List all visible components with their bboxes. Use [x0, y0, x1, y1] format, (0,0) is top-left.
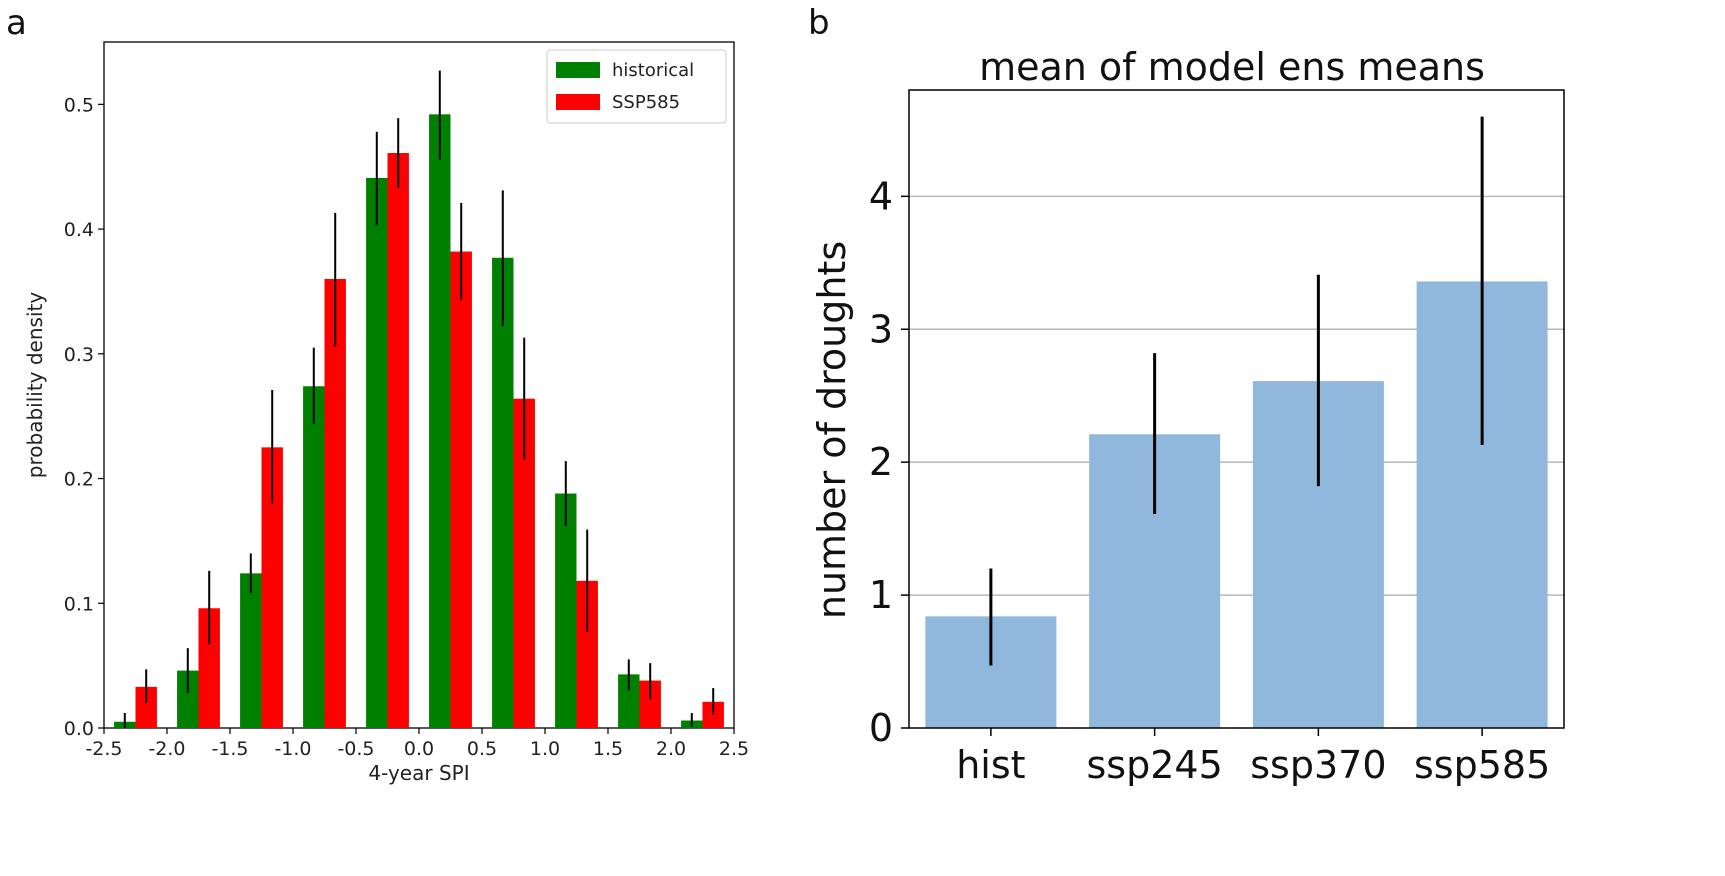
- axis-ticks-a: -2.5 -2.0 -1.5 -1.0 -0.5 0.0 0.5 1.0 1.5 2.0 2.5 0.…: [64, 94, 749, 760]
- bar-ssp585: [324, 278, 346, 728]
- chart-panel-a: -2.5 -2.0 -1.5 -1.0 -0.5 0.0 0.5 1.0 1.5 2.0 2.5 0.…: [23, 41, 749, 785]
- bar-ssp585: [387, 153, 409, 729]
- legend-label-ssp585: SSP585: [612, 92, 680, 113]
- x-tick-label-a: -0.5: [337, 738, 374, 760]
- x-axis-label-a: 4-year SPI: [368, 761, 469, 785]
- y-tick-label-a: 0.4: [64, 219, 94, 241]
- bar-historical: [618, 674, 640, 728]
- legend-a: historical SSP585: [546, 49, 727, 124]
- x-tick-label-b: ssp245: [1087, 743, 1223, 787]
- panel-label-b: b: [808, 3, 830, 43]
- y-axis-label-a: probability density: [23, 292, 47, 479]
- bar-historical: [555, 493, 577, 728]
- bars-b: [925, 281, 1548, 728]
- bar-historical: [240, 573, 262, 728]
- plot-area-b: [908, 89, 1565, 729]
- x-tick-label-a: -1.0: [274, 738, 311, 760]
- bar-historical: [177, 670, 199, 728]
- x-tick-label-b: ssp370: [1250, 743, 1386, 787]
- y-axis-label-b: number of droughts: [810, 241, 854, 619]
- error-bars-a: [123, 70, 715, 728]
- x-tick-label-a: -1.5: [211, 738, 248, 760]
- bar-ssp585: [639, 680, 661, 728]
- y-tick-label-b: 0: [869, 706, 893, 750]
- panel-label-a: a: [6, 3, 27, 43]
- y-tick-label-b: 3: [869, 307, 893, 351]
- x-tick-label-a: 2.0: [656, 738, 686, 760]
- y-tick-label-a: 0.5: [64, 94, 94, 116]
- chart-panel-b: mean of model ens means 0 1 2 3 4 hist ssp245 s…: [810, 45, 1565, 787]
- y-tick-label-a: 0.1: [64, 593, 94, 615]
- bar-ssp585: [513, 398, 535, 728]
- bar-ssp585: [450, 251, 472, 729]
- y-tick-label-a: 0.3: [64, 344, 94, 366]
- legend-label-historical: historical: [612, 60, 694, 81]
- x-tick-label-a: -2.0: [148, 738, 185, 760]
- x-tick-label-a: 1.0: [530, 738, 560, 760]
- x-tick-label-b: hist: [956, 743, 1025, 787]
- chart-title-b: mean of model ens means: [979, 45, 1485, 89]
- bar-historical: [366, 177, 388, 728]
- y-tick-label-a: 0.0: [64, 718, 94, 740]
- bar-historical: [492, 257, 514, 728]
- bar-historical: [429, 114, 451, 729]
- x-tick-label-a: 0.5: [467, 738, 497, 760]
- bars-a: [114, 114, 724, 729]
- bar-ssp585: [576, 580, 598, 728]
- y-tick-label-a: 0.2: [64, 469, 94, 491]
- x-tick-label-b: ssp585: [1414, 743, 1550, 787]
- bar-historical: [303, 386, 325, 728]
- y-tick-label-b: 2: [869, 440, 893, 484]
- bar-ssp585: [198, 608, 220, 728]
- error-bars-b: [989, 116, 1484, 666]
- y-tick-label-b: 4: [869, 174, 893, 218]
- x-tick-label-a: -2.5: [85, 738, 122, 760]
- x-tick-label-a: 1.5: [593, 738, 623, 760]
- x-tick-label-a: 2.5: [719, 738, 749, 760]
- axis-ticks-b: 0 1 2 3 4 hist ssp245 ssp370 ssp585: [869, 174, 1550, 787]
- bar-ssp585: [135, 686, 157, 728]
- legend-swatch-ssp585: [556, 94, 600, 110]
- x-tick-label-a: 0.0: [404, 738, 434, 760]
- legend-swatch-historical: [556, 62, 600, 78]
- bar-ssp585: [702, 701, 724, 728]
- bar-ssp585: [261, 447, 283, 728]
- y-tick-label-b: 1: [869, 573, 893, 617]
